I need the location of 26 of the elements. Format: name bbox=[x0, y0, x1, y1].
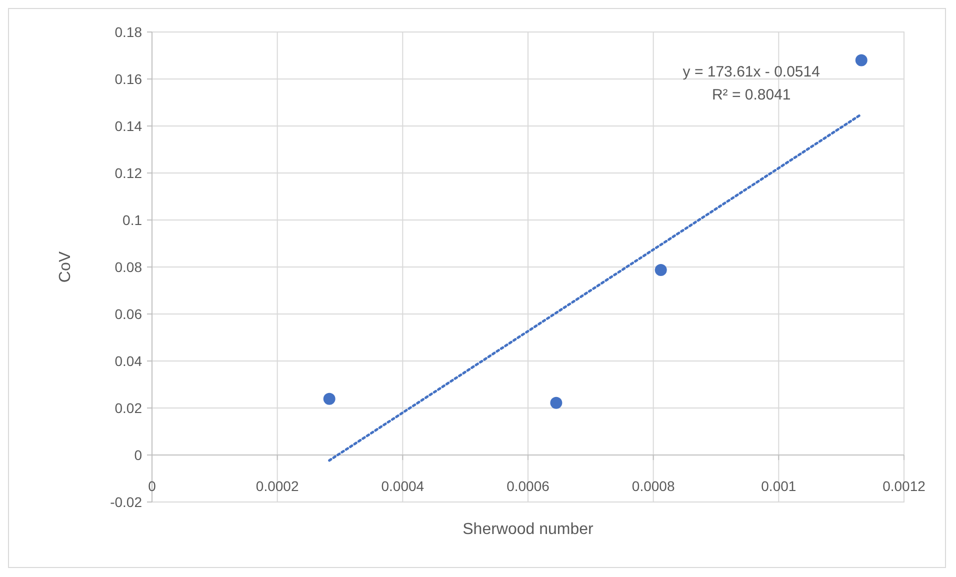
point bbox=[323, 392, 336, 405]
x-tick-label: 0.0012 bbox=[882, 478, 926, 494]
point bbox=[550, 396, 562, 409]
y-tick-label: 0.08 bbox=[114, 259, 142, 275]
y-tick-label: 0 bbox=[134, 447, 142, 463]
y-tick-label: 0.16 bbox=[114, 71, 142, 87]
y-tick-label: 0.14 bbox=[114, 118, 142, 134]
x-tick-label: 0 bbox=[148, 478, 156, 494]
annotation: y = 173.61x - 0.0514 bbox=[682, 63, 820, 80]
y-tick-label: 0.18 bbox=[114, 24, 142, 40]
point bbox=[654, 264, 667, 276]
y-tick-label: 0.12 bbox=[114, 165, 142, 181]
y-axis-title: CoV bbox=[57, 251, 74, 283]
x-tick-label: 0.0006 bbox=[506, 478, 550, 494]
point bbox=[855, 54, 868, 66]
annotation: R² = 0.8041 bbox=[712, 86, 791, 104]
x-tick-label: 0.0002 bbox=[256, 478, 299, 494]
y-tick-label: 0.02 bbox=[114, 400, 142, 416]
y-tick-label: 0.1 bbox=[122, 212, 142, 228]
x-axis-title: Sherwood number bbox=[462, 521, 594, 538]
x-tick-label: 0.0008 bbox=[632, 478, 675, 494]
y-tick-label: 0.06 bbox=[114, 306, 142, 322]
y-tick-label: 0.04 bbox=[114, 353, 142, 369]
y-tick-label: -0.02 bbox=[110, 494, 142, 510]
x-tick-label: 0.001 bbox=[761, 478, 796, 494]
x-tick-label: 0.0004 bbox=[381, 478, 424, 494]
